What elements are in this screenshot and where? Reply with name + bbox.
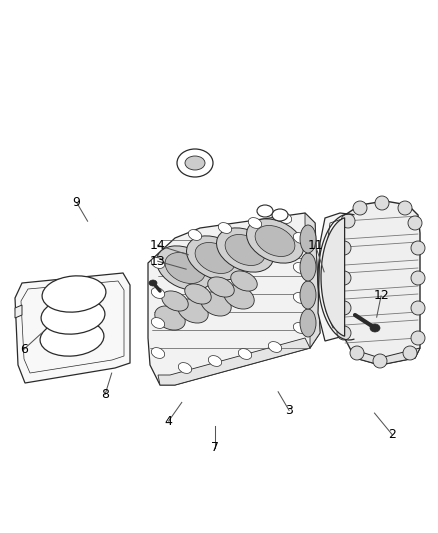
Ellipse shape	[300, 309, 316, 337]
Ellipse shape	[247, 219, 304, 263]
Ellipse shape	[293, 232, 307, 244]
Ellipse shape	[411, 301, 425, 315]
Ellipse shape	[225, 235, 265, 265]
Ellipse shape	[178, 362, 192, 374]
Ellipse shape	[178, 299, 208, 323]
Ellipse shape	[238, 349, 252, 359]
Ellipse shape	[195, 243, 235, 273]
Ellipse shape	[272, 209, 288, 221]
Ellipse shape	[201, 292, 231, 316]
Ellipse shape	[411, 331, 425, 345]
Ellipse shape	[40, 320, 104, 356]
Ellipse shape	[155, 306, 185, 330]
Polygon shape	[305, 213, 320, 348]
Text: 12: 12	[373, 289, 389, 302]
Ellipse shape	[151, 348, 165, 358]
Ellipse shape	[268, 342, 282, 352]
Text: 11: 11	[307, 239, 323, 252]
Ellipse shape	[248, 217, 261, 229]
Text: 2: 2	[388, 428, 396, 441]
Ellipse shape	[208, 277, 234, 297]
Ellipse shape	[149, 280, 157, 286]
Ellipse shape	[156, 246, 213, 290]
Polygon shape	[318, 213, 390, 341]
Ellipse shape	[177, 149, 213, 177]
Ellipse shape	[185, 156, 205, 170]
Ellipse shape	[224, 285, 254, 309]
Polygon shape	[15, 273, 130, 383]
Ellipse shape	[403, 346, 417, 360]
Ellipse shape	[218, 223, 232, 233]
Text: 3: 3	[285, 404, 293, 417]
Ellipse shape	[370, 324, 380, 332]
Ellipse shape	[216, 228, 273, 272]
Ellipse shape	[185, 284, 211, 304]
Ellipse shape	[151, 318, 165, 328]
Ellipse shape	[337, 271, 351, 285]
Ellipse shape	[293, 322, 307, 334]
Ellipse shape	[151, 257, 165, 269]
Ellipse shape	[398, 201, 412, 215]
Ellipse shape	[165, 253, 205, 284]
Ellipse shape	[257, 205, 273, 217]
Text: 8: 8	[101, 388, 109, 401]
Ellipse shape	[337, 326, 351, 340]
Ellipse shape	[375, 196, 389, 210]
Ellipse shape	[41, 298, 105, 334]
Ellipse shape	[255, 225, 295, 256]
Ellipse shape	[408, 216, 422, 230]
Ellipse shape	[337, 241, 351, 255]
Ellipse shape	[373, 354, 387, 368]
Ellipse shape	[151, 288, 165, 298]
Ellipse shape	[411, 241, 425, 255]
Polygon shape	[342, 201, 420, 365]
Ellipse shape	[187, 236, 244, 280]
Polygon shape	[148, 213, 320, 385]
Ellipse shape	[293, 293, 307, 303]
Ellipse shape	[300, 253, 316, 281]
Polygon shape	[355, 348, 420, 365]
Polygon shape	[15, 305, 22, 318]
Ellipse shape	[162, 291, 188, 311]
Ellipse shape	[337, 301, 351, 315]
Ellipse shape	[231, 271, 257, 291]
Ellipse shape	[353, 201, 367, 215]
Ellipse shape	[42, 276, 106, 312]
Text: 7: 7	[211, 441, 219, 454]
Ellipse shape	[300, 225, 316, 253]
Polygon shape	[321, 218, 345, 336]
Polygon shape	[158, 338, 310, 385]
Ellipse shape	[188, 230, 201, 240]
Ellipse shape	[411, 271, 425, 285]
Ellipse shape	[278, 213, 292, 223]
Ellipse shape	[341, 214, 355, 228]
Ellipse shape	[350, 346, 364, 360]
Ellipse shape	[208, 356, 222, 366]
Text: 4: 4	[165, 415, 173, 427]
Text: 6: 6	[20, 343, 28, 356]
Text: 13: 13	[150, 255, 166, 268]
Polygon shape	[326, 219, 382, 328]
Text: 9: 9	[73, 196, 81, 209]
Ellipse shape	[293, 263, 307, 273]
Ellipse shape	[300, 281, 316, 309]
Text: 14: 14	[150, 239, 166, 252]
